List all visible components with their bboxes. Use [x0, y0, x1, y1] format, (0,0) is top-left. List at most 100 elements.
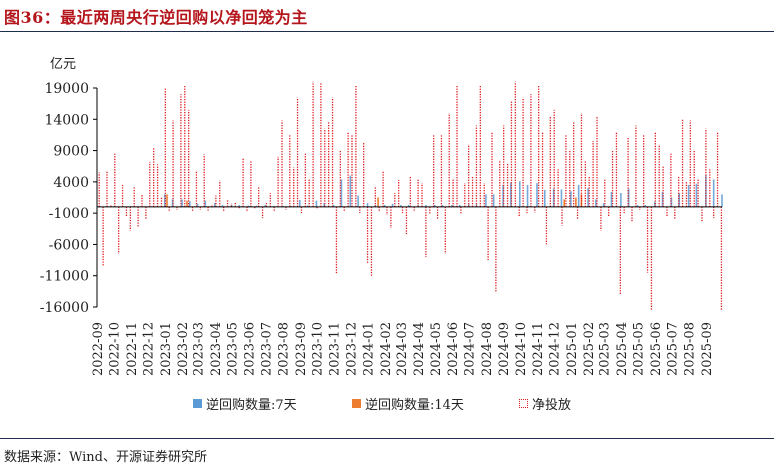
- bar-7d: [595, 199, 597, 207]
- bar-7d: [492, 194, 495, 207]
- x-tick-label: 2022-10: [108, 322, 123, 376]
- y-tick-label: 19000: [44, 81, 89, 97]
- y-axis: 亿元 19000 14000 9000 4000 -1000 -6000 -11000 -160…: [40, 57, 98, 316]
- bar-7d: [188, 201, 191, 207]
- bar-14d: [186, 200, 188, 207]
- source-note: 数据来源：Wind、开源证券研究所: [4, 450, 207, 465]
- x-tick-label: 2025-07: [665, 322, 680, 376]
- legend-label-net: 净投放: [532, 397, 572, 413]
- bar-7d: [570, 191, 572, 207]
- y-tick-label: 14000: [44, 112, 89, 128]
- x-tick-label: 2025-08: [683, 322, 698, 376]
- y-axis-unit: 亿元: [50, 57, 76, 72]
- x-tick-label: 2025-05: [632, 322, 647, 376]
- bar-7d: [536, 183, 538, 207]
- bar-7d: [391, 203, 394, 207]
- x-axis: 2022-09 2022-10 2022-11 2022-12 2023-01 2023-…: [91, 206, 722, 376]
- bar-7d: [485, 194, 487, 207]
- legend-swatch-net: [519, 398, 528, 408]
- bar-7d: [560, 189, 563, 207]
- x-tick-label: 2025-02: [582, 322, 597, 376]
- bar-7d: [458, 205, 461, 207]
- bar-7d: [383, 205, 386, 207]
- x-tick-label: 2023-07: [259, 322, 274, 376]
- legend-swatch-14d: [352, 398, 361, 408]
- bar-7d: [587, 188, 589, 207]
- source-rule: [0, 438, 774, 439]
- y-tick-label: -11000: [40, 269, 89, 285]
- legend-item-net: 净投放: [519, 395, 572, 413]
- bar-7d: [196, 203, 199, 207]
- y-tick-label: 4000: [53, 175, 89, 191]
- x-tick-label: 2024-07: [463, 322, 478, 376]
- bar-14d: [377, 197, 379, 207]
- x-tick-label: 2025-09: [700, 322, 715, 376]
- bar-7d: [441, 205, 444, 207]
- bar-7d: [644, 205, 647, 207]
- x-tick-label: 2024-02: [379, 322, 394, 376]
- x-tick-label: 2023-04: [209, 322, 224, 376]
- y-tick-label: 9000: [53, 144, 89, 160]
- bar-7d: [543, 189, 546, 207]
- x-tick-label: 2022-12: [142, 322, 157, 376]
- bar-7d: [357, 195, 359, 207]
- bar-7d: [298, 200, 301, 207]
- series-net-bars: [98, 81, 723, 311]
- bar-7d: [306, 205, 309, 207]
- bar-7d: [518, 181, 521, 207]
- bar-14d: [166, 194, 168, 207]
- legend-swatch-7d: [193, 398, 202, 408]
- bar-14d: [563, 199, 566, 207]
- bar-7d: [238, 205, 241, 207]
- y-tick-label: -1000: [49, 206, 89, 222]
- x-tick-label: 2024-04: [412, 322, 427, 376]
- x-tick-label: 2025-06: [649, 322, 664, 376]
- bar-7d: [340, 179, 343, 207]
- bar-7d: [510, 182, 512, 207]
- x-tick-label: 2025-04: [615, 322, 630, 376]
- bar-7d: [221, 205, 224, 207]
- bar-7d: [315, 200, 318, 207]
- legend-label-14d: 逆回购数量:14天: [365, 397, 464, 413]
- chart-title: 图36：最近两周央行逆回购以净回笼为主: [4, 8, 308, 27]
- legend-item-14d: 逆回购数量:14天: [352, 395, 464, 413]
- bar-7d: [366, 203, 369, 207]
- bar-7d: [636, 205, 639, 207]
- bar-7d: [255, 205, 258, 207]
- bar-7d: [323, 203, 326, 207]
- bar-7d: [213, 203, 216, 207]
- x-tick-label: 2024-03: [395, 322, 410, 376]
- x-tick-label: 2023-06: [243, 322, 258, 376]
- bar-7d: [425, 205, 427, 207]
- title-rule: [0, 31, 774, 32]
- x-tick-label: 2024-10: [514, 322, 529, 376]
- x-tick-label: 2024-06: [446, 322, 461, 376]
- x-tick-label: 2023-10: [310, 322, 325, 376]
- bar-7d: [661, 191, 664, 207]
- bar-7d: [181, 199, 183, 207]
- x-tick-label: 2023-01: [159, 322, 174, 376]
- series-7d-bars: [96, 174, 723, 208]
- bar-7d: [451, 205, 453, 207]
- x-tick-label: 2023-11: [328, 322, 343, 376]
- bar-7d: [332, 205, 335, 207]
- bar-7d: [653, 201, 656, 207]
- bar-14d: [575, 197, 577, 207]
- x-tick-label: 2024-12: [548, 322, 563, 376]
- chart-plot: 亿元 19000 14000 9000 4000 -1000 -6000 -11000 -160…: [40, 57, 723, 376]
- bar-7d: [695, 183, 698, 207]
- x-tick-label: 2023-05: [225, 322, 240, 376]
- y-tick-label: -6000: [49, 237, 89, 253]
- bar-7d: [526, 184, 529, 207]
- bar-7d: [349, 175, 352, 207]
- bar-7d: [577, 184, 580, 207]
- x-tick-label: 2023-12: [344, 322, 359, 376]
- bar-7d: [687, 184, 690, 207]
- x-tick-label: 2022-11: [125, 322, 140, 376]
- bar-7d: [400, 205, 402, 207]
- x-tick-label: 2022-09: [91, 322, 106, 376]
- bar-7d: [247, 205, 250, 207]
- x-tick-label: 2023-09: [294, 322, 309, 376]
- x-tick-label: 2023-03: [192, 322, 207, 376]
- x-tick-label: 2023-02: [176, 322, 191, 376]
